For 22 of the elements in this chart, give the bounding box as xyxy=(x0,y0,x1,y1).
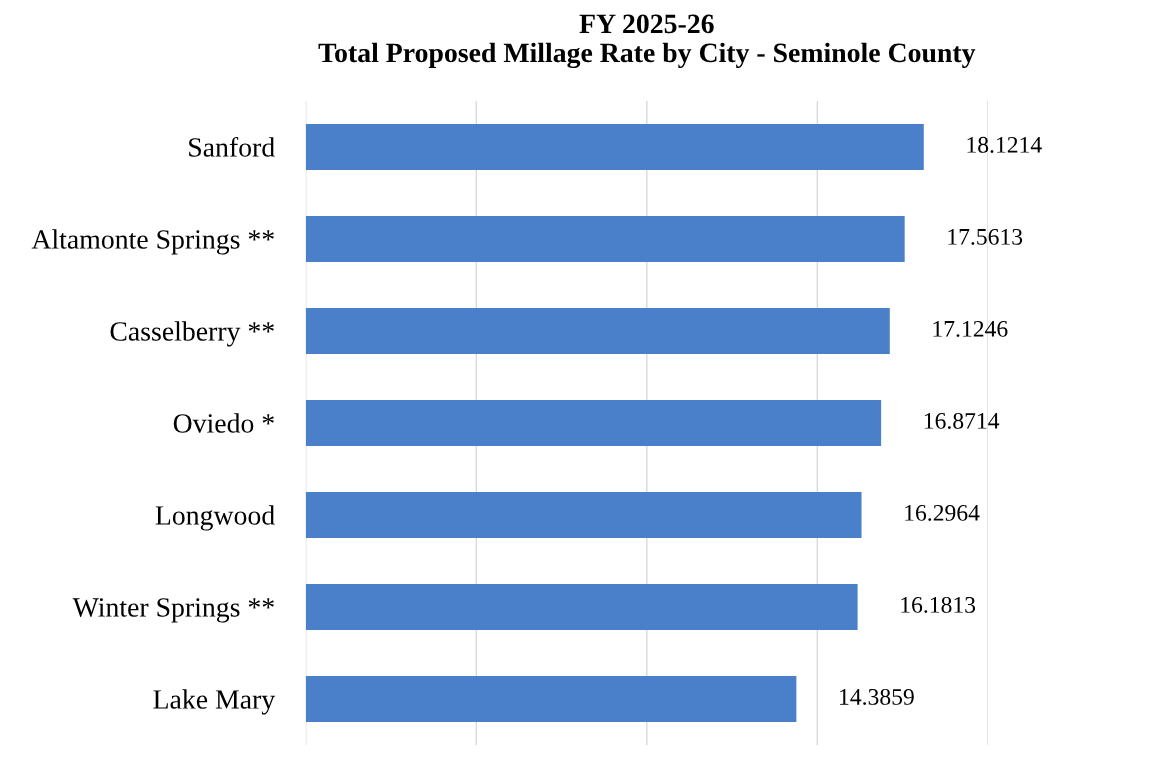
y-tick-label: Winter Springs ** xyxy=(72,598,274,623)
bar xyxy=(305,399,882,446)
y-tick-label: Sanford xyxy=(189,136,275,157)
data-label: 16.1813 xyxy=(901,596,976,613)
bar xyxy=(305,491,862,538)
bar xyxy=(305,675,797,722)
y-tick-label: Lake Mary xyxy=(153,689,276,715)
chart-title: FY 2025-26 Total Proposed Millage Rate by City - Seminole County xyxy=(318,14,976,69)
y-tick-label: Oviedo * xyxy=(173,413,274,433)
bar xyxy=(305,123,924,170)
data-label: 14.3859 xyxy=(840,688,914,705)
bar xyxy=(305,583,858,630)
data-label: 18.1214 xyxy=(967,136,1042,153)
bar xyxy=(305,307,890,354)
bar xyxy=(305,215,905,262)
data-label: 16.8714 xyxy=(924,412,1000,429)
data-label: 17.5613 xyxy=(948,228,1023,245)
y-tick-label: Casselberry ** xyxy=(110,321,274,347)
data-label: 16.2964 xyxy=(905,504,980,521)
data-label: 17.1246 xyxy=(933,320,1008,337)
y-tick-label: Longwood xyxy=(155,505,275,531)
y-tick-label: Altamonte Springs ** xyxy=(31,229,274,255)
